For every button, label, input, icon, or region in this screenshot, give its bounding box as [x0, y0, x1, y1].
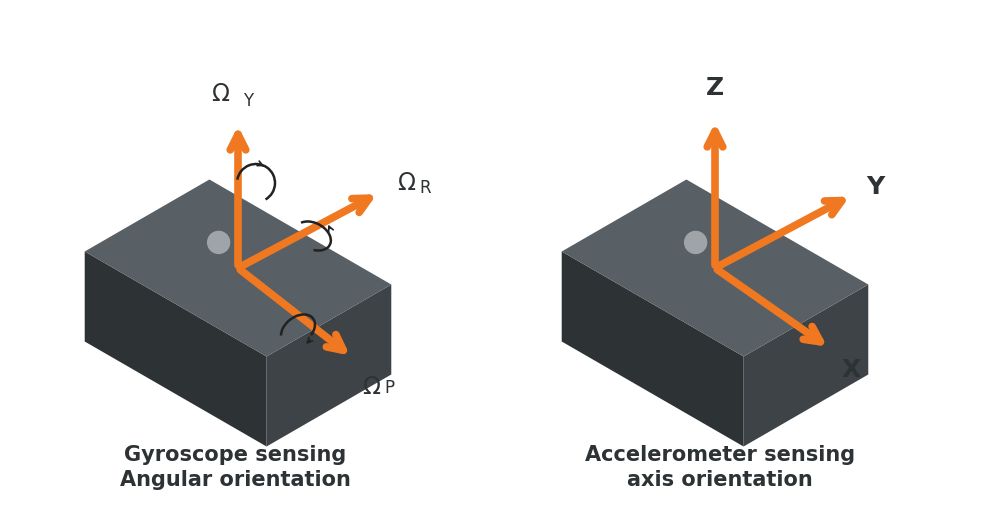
Polygon shape: [744, 284, 868, 446]
Text: Accelerometer sensing: Accelerometer sensing: [585, 445, 855, 465]
Circle shape: [685, 231, 707, 253]
Polygon shape: [267, 284, 391, 446]
Text: Y: Y: [243, 92, 253, 110]
Polygon shape: [85, 252, 267, 446]
Text: axis orientation: axis orientation: [627, 470, 813, 490]
Text: $\Omega$: $\Omega$: [397, 171, 416, 195]
Text: R: R: [419, 179, 431, 197]
Text: P: P: [384, 379, 394, 397]
Text: Y: Y: [866, 175, 884, 199]
Text: $\Omega$: $\Omega$: [211, 82, 230, 106]
Polygon shape: [562, 180, 868, 357]
Circle shape: [208, 231, 230, 253]
Text: $\Omega$: $\Omega$: [362, 375, 381, 399]
Text: Z: Z: [706, 76, 724, 100]
Text: X: X: [842, 358, 861, 382]
Text: Angular orientation: Angular orientation: [120, 470, 350, 490]
Polygon shape: [85, 180, 391, 357]
Polygon shape: [562, 252, 744, 446]
Text: Gyroscope sensing: Gyroscope sensing: [124, 445, 346, 465]
